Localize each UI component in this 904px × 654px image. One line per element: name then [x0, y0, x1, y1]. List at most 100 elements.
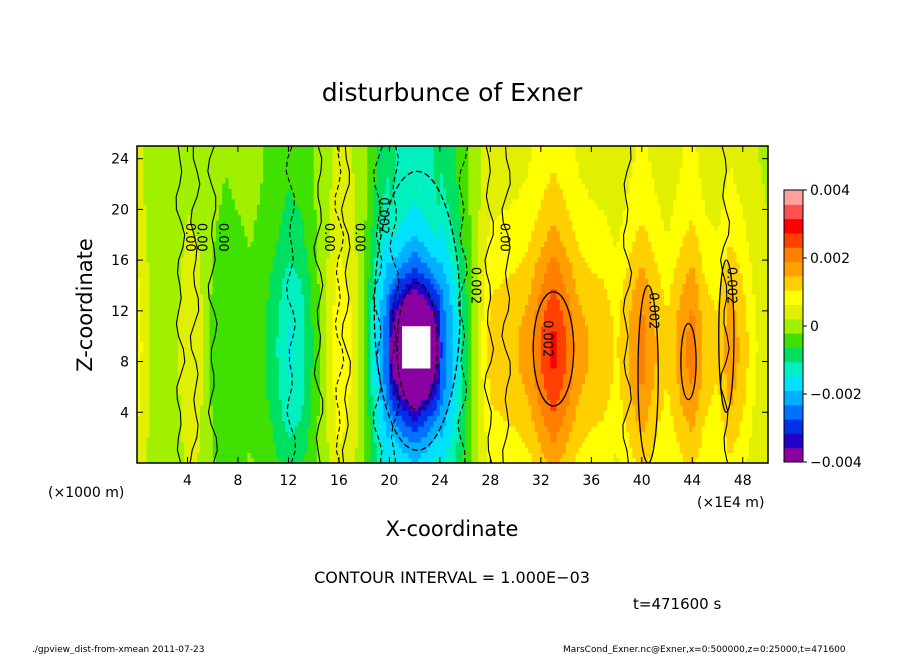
field-cell — [181, 219, 185, 226]
field-cell — [364, 283, 368, 290]
field-cell — [304, 167, 308, 174]
field-cell — [184, 352, 189, 358]
field-cell — [398, 373, 403, 380]
field-cell — [376, 251, 381, 258]
field-cell — [247, 146, 252, 152]
field-cell — [288, 156, 293, 163]
field-cell — [237, 182, 242, 189]
field-cell — [237, 325, 242, 332]
field-cell — [291, 204, 296, 210]
field-cell — [351, 330, 356, 337]
field-cell — [370, 357, 375, 364]
field-cell — [168, 251, 173, 258]
field-cell — [212, 293, 217, 300]
field-cell — [228, 235, 233, 242]
field-cell — [260, 325, 264, 332]
field-cell — [364, 394, 368, 401]
field-cell — [326, 188, 331, 195]
field-cell — [253, 193, 258, 200]
field-cell — [275, 151, 280, 158]
field-cell — [225, 330, 230, 337]
field-cell — [200, 399, 204, 406]
field-cell — [323, 161, 327, 168]
field-cell — [146, 251, 151, 258]
field-cell — [137, 336, 141, 343]
field-cell — [143, 357, 148, 364]
field-cell — [332, 167, 337, 174]
field-cell — [196, 193, 201, 200]
field-cell — [332, 204, 337, 210]
field-cell — [174, 172, 179, 179]
field-cell — [297, 299, 302, 306]
field-cell — [345, 315, 349, 321]
field-cell — [361, 447, 365, 454]
field-cell — [386, 156, 390, 163]
field-cell — [316, 357, 321, 364]
field-cell — [282, 447, 286, 454]
field-cell — [222, 251, 226, 258]
field-cell — [228, 452, 233, 459]
field-cell — [272, 420, 277, 427]
field-cell — [260, 177, 264, 184]
field-cell — [392, 288, 397, 295]
field-cell — [326, 441, 331, 448]
field-cell — [260, 410, 264, 417]
field-cell — [200, 193, 204, 200]
field-cell — [137, 420, 141, 427]
field-cell — [282, 267, 286, 274]
field-cell — [256, 352, 261, 358]
field-cell — [329, 161, 334, 168]
field-cell — [301, 373, 305, 380]
field-cell — [304, 399, 308, 406]
field-cell — [203, 267, 208, 274]
field-cell — [263, 204, 267, 210]
field-cell — [379, 151, 384, 158]
field-cell — [244, 341, 249, 348]
field-cell — [383, 198, 387, 205]
field-cell — [206, 330, 211, 337]
field-cell — [143, 325, 148, 332]
field-cell — [386, 209, 390, 216]
field-cell — [168, 457, 173, 463]
field-cell — [159, 436, 163, 443]
field-cell — [310, 410, 315, 417]
field-cell — [316, 367, 321, 374]
field-cell — [146, 420, 151, 427]
field-cell — [168, 336, 173, 343]
field-cell — [222, 394, 226, 401]
field-cell — [263, 225, 267, 232]
field-cell — [285, 146, 290, 152]
field-cell — [361, 146, 365, 152]
field-cell — [184, 404, 189, 411]
field-cell — [266, 378, 271, 385]
field-cell — [209, 267, 214, 274]
field-cell — [294, 246, 299, 253]
field-cell — [152, 404, 157, 411]
field-cell — [364, 278, 368, 284]
field-cell — [304, 415, 308, 422]
field-cell — [143, 431, 148, 438]
field-cell — [196, 404, 201, 411]
field-cell — [395, 399, 400, 406]
field-cell — [335, 404, 340, 411]
field-cell — [304, 320, 308, 327]
field-cell — [351, 447, 356, 454]
field-cell — [373, 320, 378, 327]
field-cell — [278, 336, 283, 343]
field-cell — [304, 278, 308, 284]
field-cell — [143, 256, 148, 263]
field-cell — [294, 177, 299, 184]
field-cell — [304, 235, 308, 242]
field-cell — [140, 320, 144, 327]
field-cell — [319, 389, 324, 395]
field-cell — [285, 336, 290, 343]
field-cell — [215, 362, 220, 369]
field-cell — [187, 182, 192, 189]
field-cell — [196, 315, 201, 321]
field-cell — [272, 161, 277, 168]
field-cell — [155, 246, 160, 253]
field-cell — [310, 177, 315, 184]
field-cell — [247, 256, 252, 263]
field-cell — [149, 172, 154, 179]
field-cell — [342, 304, 346, 311]
